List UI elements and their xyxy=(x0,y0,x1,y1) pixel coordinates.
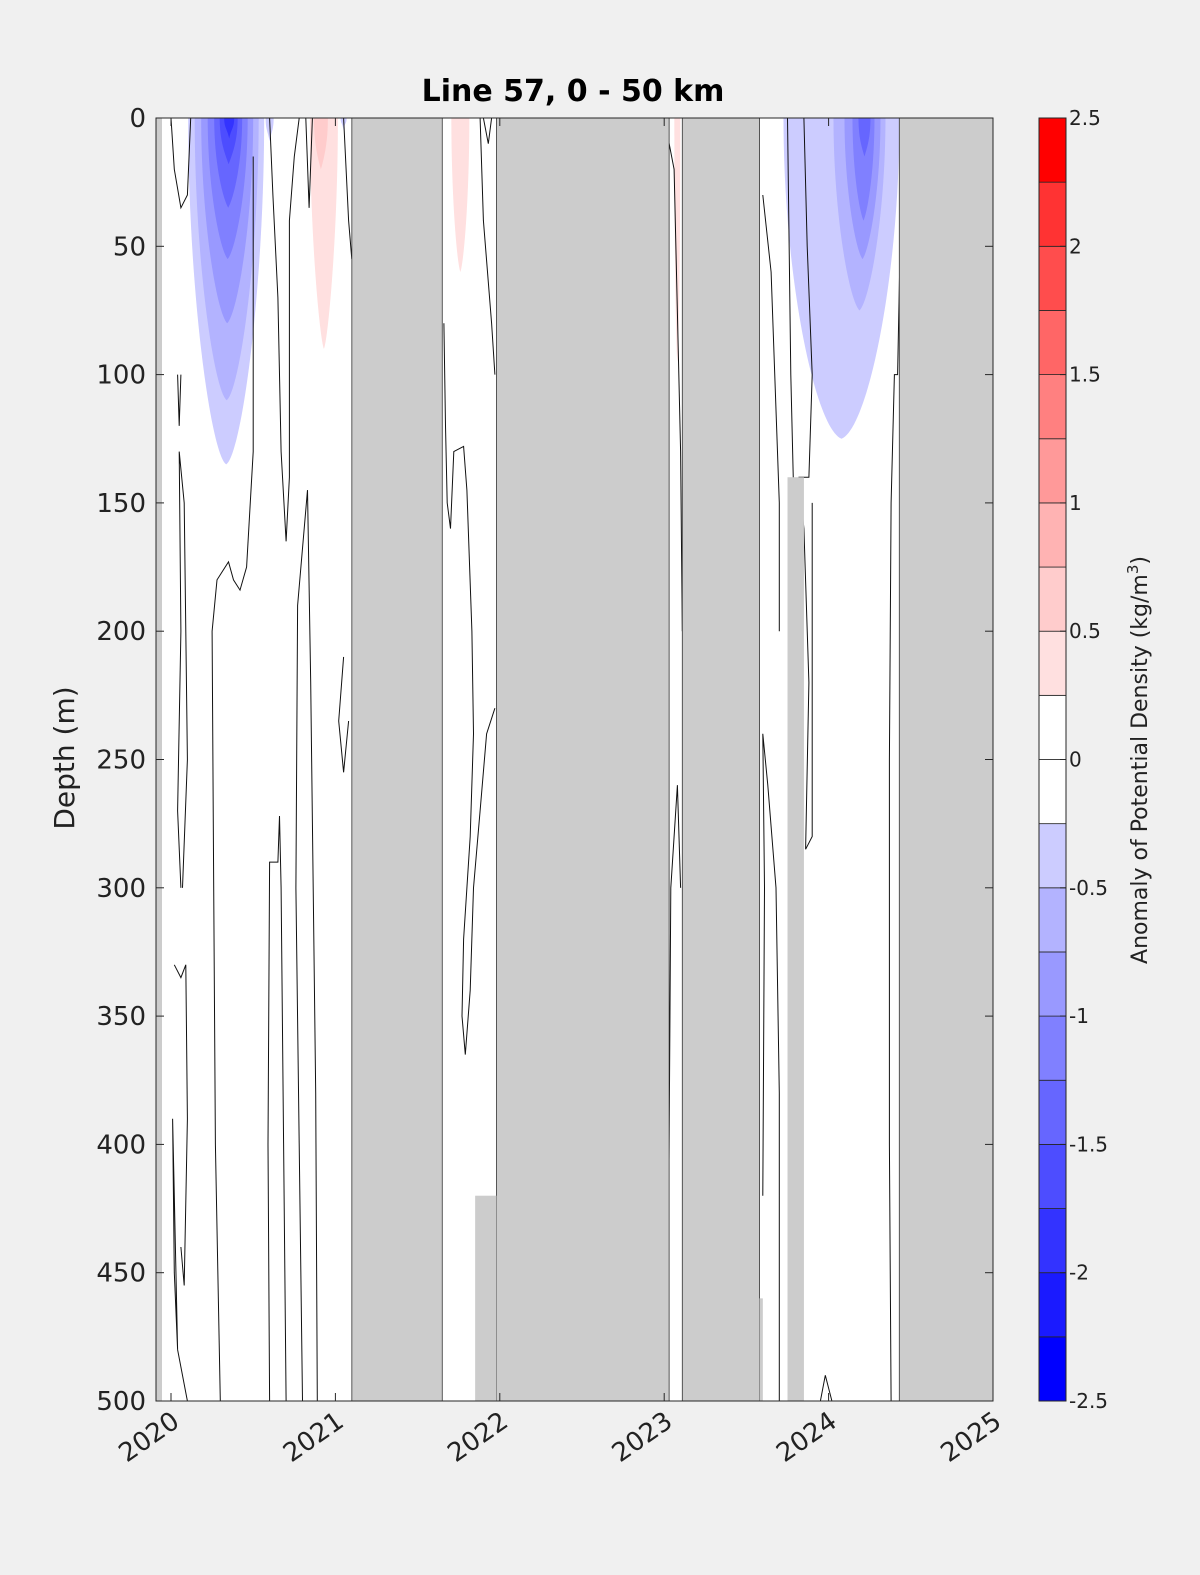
zero-contour-line xyxy=(338,656,350,773)
negative-anomaly-patch xyxy=(852,118,875,221)
colorbar-swatch xyxy=(1038,694,1067,760)
plot-area: 2020 2021 2022 2023 2024 2025 050100150200250… xyxy=(96,104,1007,1469)
colorbar-tick-label: -2.5 xyxy=(1069,1389,1108,1413)
no-data-layer xyxy=(156,118,993,1401)
colorbar-swatch xyxy=(1038,1272,1067,1338)
colorbar-swatch xyxy=(1038,310,1067,376)
y-tick-label: 100 xyxy=(96,361,146,391)
y-axis-ticks: 0 50 100 150 200 250 300 350 400 450 500 xyxy=(96,104,993,1417)
zero-contour-line xyxy=(762,733,780,1401)
zero-contour-line xyxy=(269,118,300,542)
positive-anomaly-patch xyxy=(309,118,338,349)
zero-contour-line xyxy=(170,118,192,210)
colorbar-tick-label: -0.5 xyxy=(1069,876,1108,900)
colorbar-label-superscript: 3 xyxy=(1124,565,1142,575)
zero-contour-line xyxy=(172,1118,188,1401)
positive-anomaly-patch xyxy=(451,118,470,272)
colorbar-tick-label: 1 xyxy=(1069,491,1082,515)
colorbar-swatch xyxy=(1038,1079,1067,1145)
colorbar-tick-label: 2.5 xyxy=(1069,106,1101,130)
no-data-period xyxy=(475,1195,497,1401)
no-data-period xyxy=(496,118,670,1401)
colorbar-label-close: ) xyxy=(1128,556,1153,565)
colorbar-swatch xyxy=(1038,1015,1067,1081)
zero-contour-line xyxy=(267,815,287,1401)
colorbar: -2.5 -2 -1.5 -1 -0.5 0 0.5 1 1.5 2 2.5 xyxy=(1038,106,1108,1413)
zero-contour-line xyxy=(177,451,188,888)
no-data-period xyxy=(898,118,993,1401)
zero-contour-line xyxy=(819,1375,833,1401)
colorbar-tick-label: -2 xyxy=(1069,1261,1089,1285)
y-tick-label: 450 xyxy=(96,1259,146,1289)
colorbar-swatch xyxy=(1038,1336,1067,1402)
colorbar-tick-label: -1.5 xyxy=(1069,1132,1108,1156)
colorbar-swatch xyxy=(1038,823,1067,889)
zero-contour-line xyxy=(479,118,496,375)
colorbar-tick-label: -1 xyxy=(1069,1004,1089,1028)
colorbar-swatch xyxy=(1038,181,1067,247)
no-data-period xyxy=(759,1298,763,1401)
colorbar-swatch xyxy=(1038,566,1067,632)
chart-title: Line 57, 0 - 50 km xyxy=(422,74,725,109)
colorbar-tick-label: 0.5 xyxy=(1069,619,1101,643)
y-tick-label: 200 xyxy=(96,617,146,647)
negative-anomaly-patch xyxy=(224,118,235,139)
y-tick-label: 350 xyxy=(96,1002,146,1032)
y-tick-label: 500 xyxy=(96,1387,146,1417)
colorbar-swatch xyxy=(1038,1208,1067,1274)
y-tick-label: 400 xyxy=(96,1130,146,1160)
zero-contour-line xyxy=(762,194,780,632)
positive-anomaly-patch xyxy=(313,118,328,170)
zero-contour-line xyxy=(305,118,313,208)
positive-anomaly-patch xyxy=(674,118,681,362)
zero-contour-line xyxy=(295,490,318,1401)
negative-anomaly-patch xyxy=(858,118,871,157)
negative-anomaly-patch xyxy=(219,118,238,165)
zero-contour-line xyxy=(482,118,493,144)
colorbar-label: Anomaly of Potential Density (kg/m3) xyxy=(1124,556,1153,964)
zero-contour-line xyxy=(173,964,188,1286)
colorbar-swatch xyxy=(1038,117,1067,183)
no-data-period xyxy=(351,118,443,1401)
contour-layer xyxy=(170,118,904,1401)
colorbar-swatch xyxy=(1038,630,1067,696)
zero-contour-line xyxy=(888,118,904,1401)
colorbar-swatch xyxy=(1038,1144,1067,1209)
colorbar-swatch xyxy=(1038,438,1067,504)
colorbar-swatch xyxy=(1038,502,1067,568)
colorbar-tick-label: 1.5 xyxy=(1069,363,1101,387)
y-tick-label: 150 xyxy=(96,489,146,519)
no-data-period xyxy=(681,118,760,1401)
colorbar-tick-label: 2 xyxy=(1069,234,1082,258)
colorbar-swatch xyxy=(1038,951,1067,1017)
zero-contour-line xyxy=(443,323,496,1055)
y-tick-label: 300 xyxy=(96,874,146,904)
no-data-period xyxy=(787,477,804,1401)
colorbar-tick-label: 0 xyxy=(1069,748,1082,772)
colorbar-label-main: Anomaly of Potential Density (kg/m xyxy=(1128,574,1153,964)
y-tick-label: 250 xyxy=(96,746,146,776)
colorbar-swatch xyxy=(1038,887,1067,953)
y-tick-label: 50 xyxy=(113,232,146,262)
y-tick-label: 0 xyxy=(129,104,146,134)
colorbar-swatch xyxy=(1038,374,1067,440)
zero-contour-line xyxy=(177,374,182,426)
zero-contour-line xyxy=(343,118,353,260)
colorbar-swatch xyxy=(1038,245,1067,311)
y-axis-label: Depth (m) xyxy=(48,686,81,829)
colorbar-swatch xyxy=(1038,759,1067,825)
zero-contour-line xyxy=(211,156,254,1401)
